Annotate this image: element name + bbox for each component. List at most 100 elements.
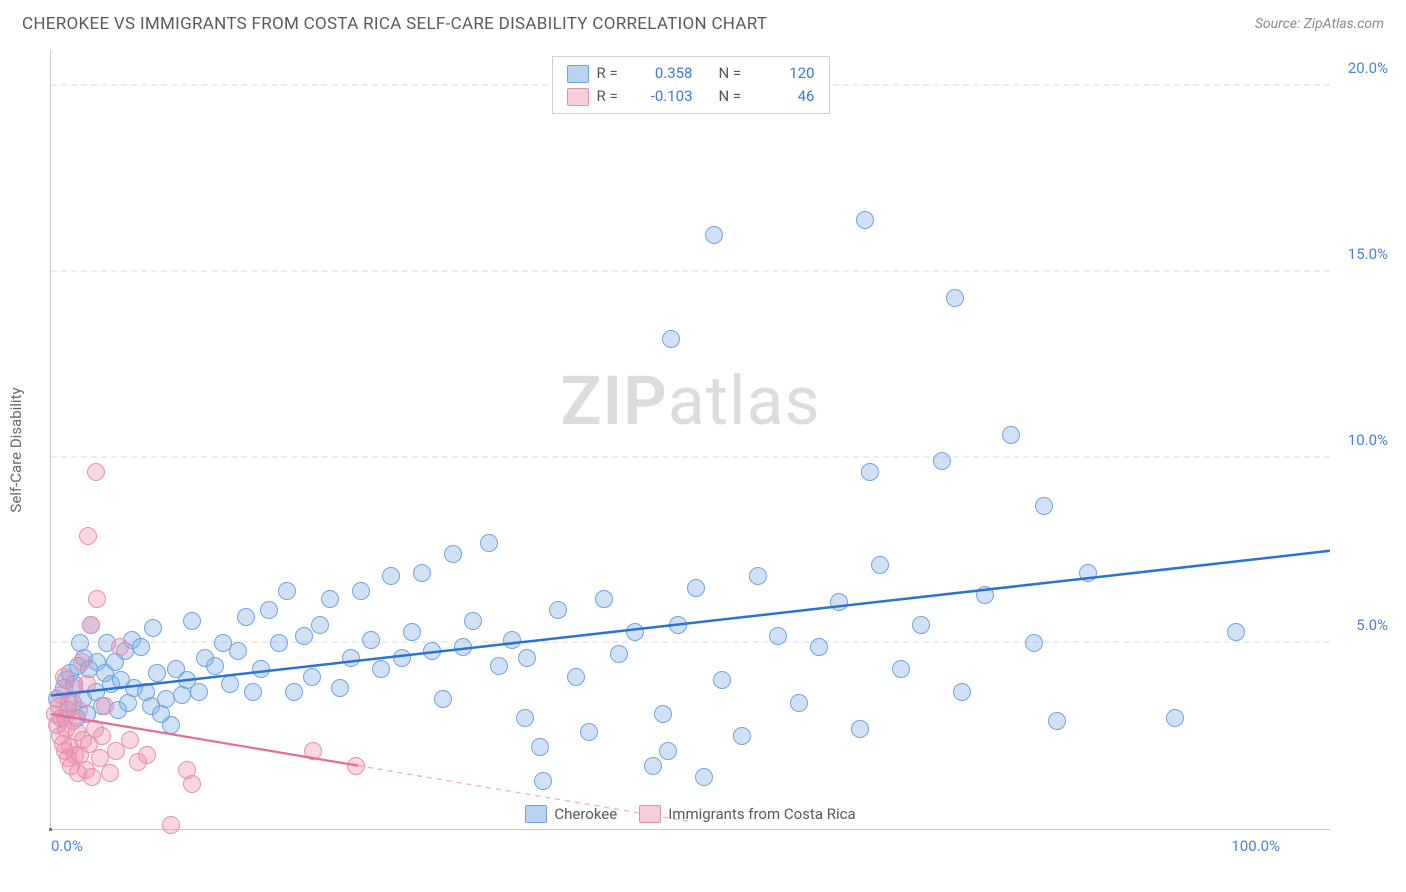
point-cherokee — [856, 211, 874, 229]
point-cherokee — [148, 664, 166, 682]
point-cherokee — [434, 690, 452, 708]
point-cherokee — [1002, 426, 1020, 444]
point-cherokee — [810, 638, 828, 656]
point-cherokee — [1048, 712, 1066, 730]
point-cherokee — [933, 452, 951, 470]
point-cherokee — [444, 545, 462, 563]
point-costa-rica — [93, 727, 111, 745]
point-cherokee — [534, 772, 552, 790]
legend-swatch — [567, 65, 589, 83]
point-cherokee — [270, 634, 288, 652]
point-costa-rica — [304, 742, 322, 760]
point-cherokee — [403, 623, 421, 641]
point-cherokee — [423, 642, 441, 660]
point-cherokee — [285, 683, 303, 701]
point-cherokee — [830, 593, 848, 611]
point-costa-rica — [347, 757, 365, 775]
point-cherokee — [362, 631, 380, 649]
point-cherokee — [1079, 564, 1097, 582]
legend-r-value: 0.358 — [635, 62, 693, 85]
legend-n-value: 46 — [757, 85, 815, 108]
point-costa-rica — [88, 590, 106, 608]
point-cherokee — [531, 738, 549, 756]
point-costa-rica — [83, 768, 101, 786]
legend-row: R =0.358N =120 — [567, 62, 815, 85]
point-cherokee — [372, 660, 390, 678]
chart-container: Self-Care Disability ZIPatlas 5.0%10.0%1… — [50, 50, 1380, 850]
point-cherokee — [790, 694, 808, 712]
point-cherokee — [659, 742, 677, 760]
point-cherokee — [580, 723, 598, 741]
y-tick-label: 10.0% — [1348, 431, 1388, 449]
y-tick-label: 20.0% — [1348, 59, 1388, 77]
point-cherokee — [733, 727, 751, 745]
point-cherokee — [892, 660, 910, 678]
point-costa-rica — [78, 675, 96, 693]
point-cherokee — [567, 668, 585, 686]
point-cherokee — [769, 627, 787, 645]
point-cherokee — [382, 567, 400, 585]
point-cherokee — [393, 649, 411, 667]
point-cherokee — [669, 616, 687, 634]
legend-stat-label: R = — [597, 85, 627, 108]
point-cherokee — [518, 649, 536, 667]
point-cherokee — [413, 564, 431, 582]
point-cherokee — [303, 668, 321, 686]
legend-swatch — [567, 88, 589, 106]
y-tick-label: 5.0% — [1356, 616, 1388, 634]
point-costa-rica — [121, 731, 139, 749]
point-costa-rica — [87, 463, 105, 481]
point-cherokee — [278, 582, 296, 600]
point-cherokee — [946, 289, 964, 307]
point-cherokee — [687, 579, 705, 597]
point-costa-rica — [111, 638, 129, 656]
chart-source: Source: ZipAtlas.com — [1255, 16, 1384, 32]
point-cherokee — [1035, 497, 1053, 515]
legend-stat-label: R = — [597, 62, 627, 85]
point-cherokee — [331, 679, 349, 697]
legend-stat-label: N = — [719, 62, 749, 85]
point-cherokee — [749, 567, 767, 585]
point-cherokee — [342, 649, 360, 667]
point-cherokee — [1025, 634, 1043, 652]
point-cherokee — [626, 623, 644, 641]
point-costa-rica — [70, 701, 88, 719]
point-cherokee — [610, 645, 628, 663]
point-cherokee — [260, 601, 278, 619]
point-costa-rica — [79, 527, 97, 545]
point-costa-rica — [82, 616, 100, 634]
legend-r-value: -0.103 — [635, 85, 693, 108]
point-cherokee — [464, 612, 482, 630]
point-costa-rica — [162, 816, 180, 834]
point-cherokee — [221, 675, 239, 693]
point-cherokee — [144, 619, 162, 637]
point-costa-rica — [73, 653, 91, 671]
y-tick-label: 15.0% — [1348, 245, 1388, 263]
point-cherokee — [861, 463, 879, 481]
point-cherokee — [516, 709, 534, 727]
x-tick-max: 100.0% — [1231, 837, 1280, 855]
point-cherokee — [352, 582, 370, 600]
point-cherokee — [503, 631, 521, 649]
point-cherokee — [695, 768, 713, 786]
point-cherokee — [549, 601, 567, 619]
point-costa-rica — [138, 746, 156, 764]
point-cherokee — [654, 705, 672, 723]
point-cherokee — [321, 590, 339, 608]
point-costa-rica — [183, 775, 201, 793]
point-cherokee — [237, 608, 255, 626]
point-cherokee — [1166, 709, 1184, 727]
point-cherokee — [662, 330, 680, 348]
point-costa-rica — [96, 697, 114, 715]
legend-stat-label: N = — [719, 85, 749, 108]
point-cherokee — [132, 638, 150, 656]
point-cherokee — [851, 720, 869, 738]
point-cherokee — [162, 716, 180, 734]
legend-row: R = -0.103 N = 46 — [567, 85, 815, 108]
point-cherokee — [490, 657, 508, 675]
point-cherokee — [311, 616, 329, 634]
point-cherokee — [1227, 623, 1245, 641]
correlation-legend: R =0.358N =120R =-0.103N =46 — [552, 56, 830, 114]
point-cherokee — [295, 627, 313, 645]
point-cherokee — [454, 638, 472, 656]
